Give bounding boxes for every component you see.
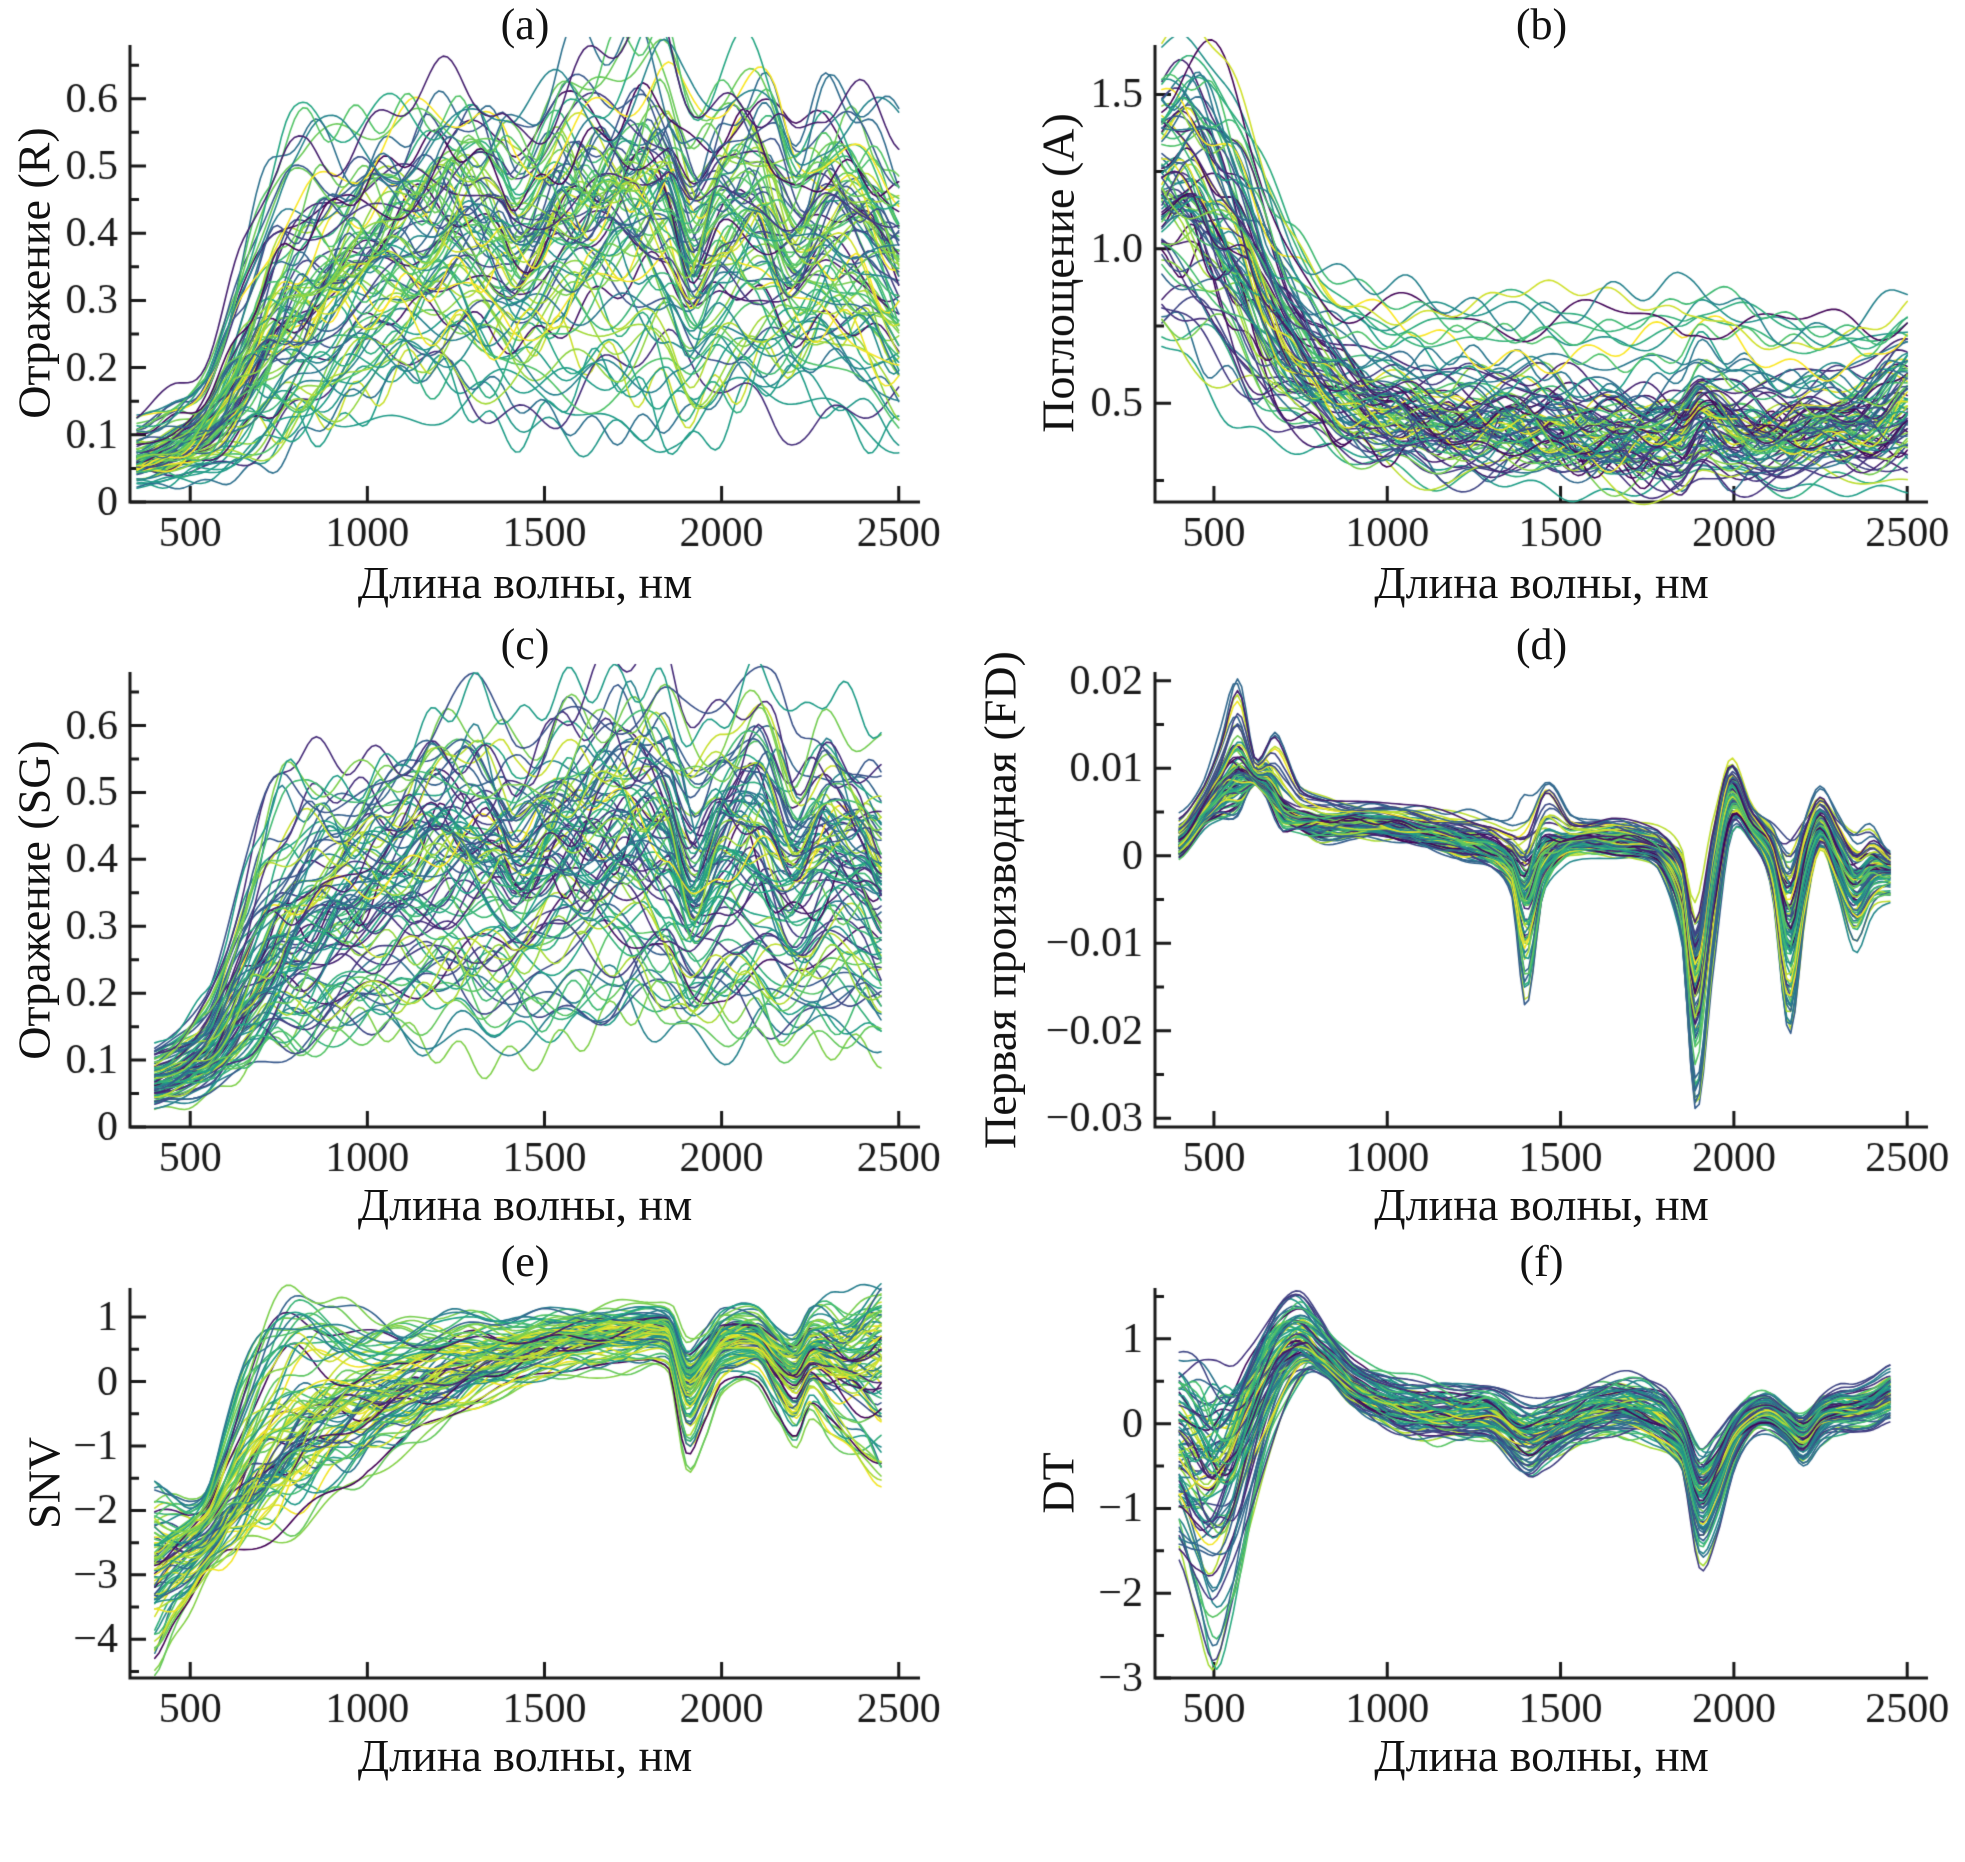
panel-d-title: (d) xyxy=(1515,620,1568,669)
panel-f-ylabel: DT xyxy=(1032,1452,1084,1514)
panel-c-ylabel: Отражение (SG) xyxy=(8,740,60,1060)
panel-f-xlabel: Длина волны, нм xyxy=(1374,1730,1709,1781)
panel-e-ylabel: SNV xyxy=(18,1436,70,1530)
panel-c-xlabel: Длина волны, нм xyxy=(357,1179,693,1230)
panel-b-xlabel: Длина волны, нм xyxy=(1374,557,1709,608)
panel-a-ylabel: Отражение (R) xyxy=(8,127,60,419)
panel-e-xlabel: Длина волны, нм xyxy=(357,1730,693,1781)
panel-a-title: (a) xyxy=(500,0,550,49)
panel-b-title: (b) xyxy=(1515,0,1568,49)
panel-f-title: (f) xyxy=(1519,1237,1564,1286)
panel-d-ylabel: Первая производная (FD) xyxy=(974,651,1026,1149)
panel-d-xlabel: Длина волны, нм xyxy=(1374,1179,1709,1230)
panel-e-title: (e) xyxy=(500,1237,550,1286)
panel-a-xlabel: Длина волны, нм xyxy=(357,557,693,608)
panel-b-ylabel: Поглощение (A) xyxy=(1032,113,1084,433)
panel-c-title: (c) xyxy=(500,620,550,669)
